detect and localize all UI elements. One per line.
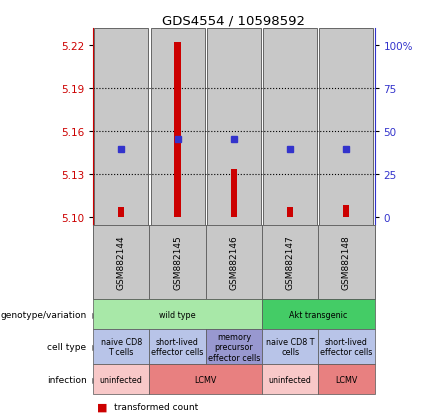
Text: transformed count: transformed count	[114, 402, 198, 411]
Text: GSM882145: GSM882145	[173, 235, 182, 290]
Bar	[118, 208, 124, 218]
Text: genotype/variation: genotype/variation	[0, 310, 87, 319]
Text: ▶: ▶	[92, 310, 99, 319]
Text: Akt transgenic: Akt transgenic	[289, 310, 347, 319]
Bar	[320, 29, 373, 225]
Text: naive CD8
T cells: naive CD8 T cells	[100, 337, 142, 356]
Bar	[151, 29, 204, 225]
Text: short-lived
effector cells: short-lived effector cells	[152, 337, 204, 356]
Bar	[174, 43, 181, 218]
Text: uninfected: uninfected	[100, 375, 143, 384]
Text: LCMV: LCMV	[335, 375, 358, 384]
Text: GSM882146: GSM882146	[229, 235, 238, 290]
Bar	[343, 205, 349, 218]
Bar	[94, 29, 148, 225]
Text: ■: ■	[97, 402, 108, 412]
Bar	[231, 169, 237, 218]
Text: memory
precursor
effector cells: memory precursor effector cells	[208, 332, 260, 362]
Text: LCMV: LCMV	[194, 375, 217, 384]
Text: cell type: cell type	[48, 342, 87, 351]
Text: wild type: wild type	[159, 310, 196, 319]
Text: ▶: ▶	[92, 375, 99, 384]
Bar	[263, 29, 317, 225]
Text: GSM882148: GSM882148	[342, 235, 351, 290]
Text: short-lived
effector cells: short-lived effector cells	[320, 337, 372, 356]
Text: uninfected: uninfected	[268, 375, 312, 384]
Text: infection: infection	[47, 375, 87, 384]
Text: ▶: ▶	[92, 342, 99, 351]
Bar	[287, 208, 293, 218]
Text: GSM882144: GSM882144	[117, 235, 126, 290]
Text: GSM882147: GSM882147	[286, 235, 294, 290]
Title: GDS4554 / 10598592: GDS4554 / 10598592	[162, 15, 305, 28]
Text: naive CD8 T
cells: naive CD8 T cells	[266, 337, 314, 356]
Bar	[207, 29, 261, 225]
